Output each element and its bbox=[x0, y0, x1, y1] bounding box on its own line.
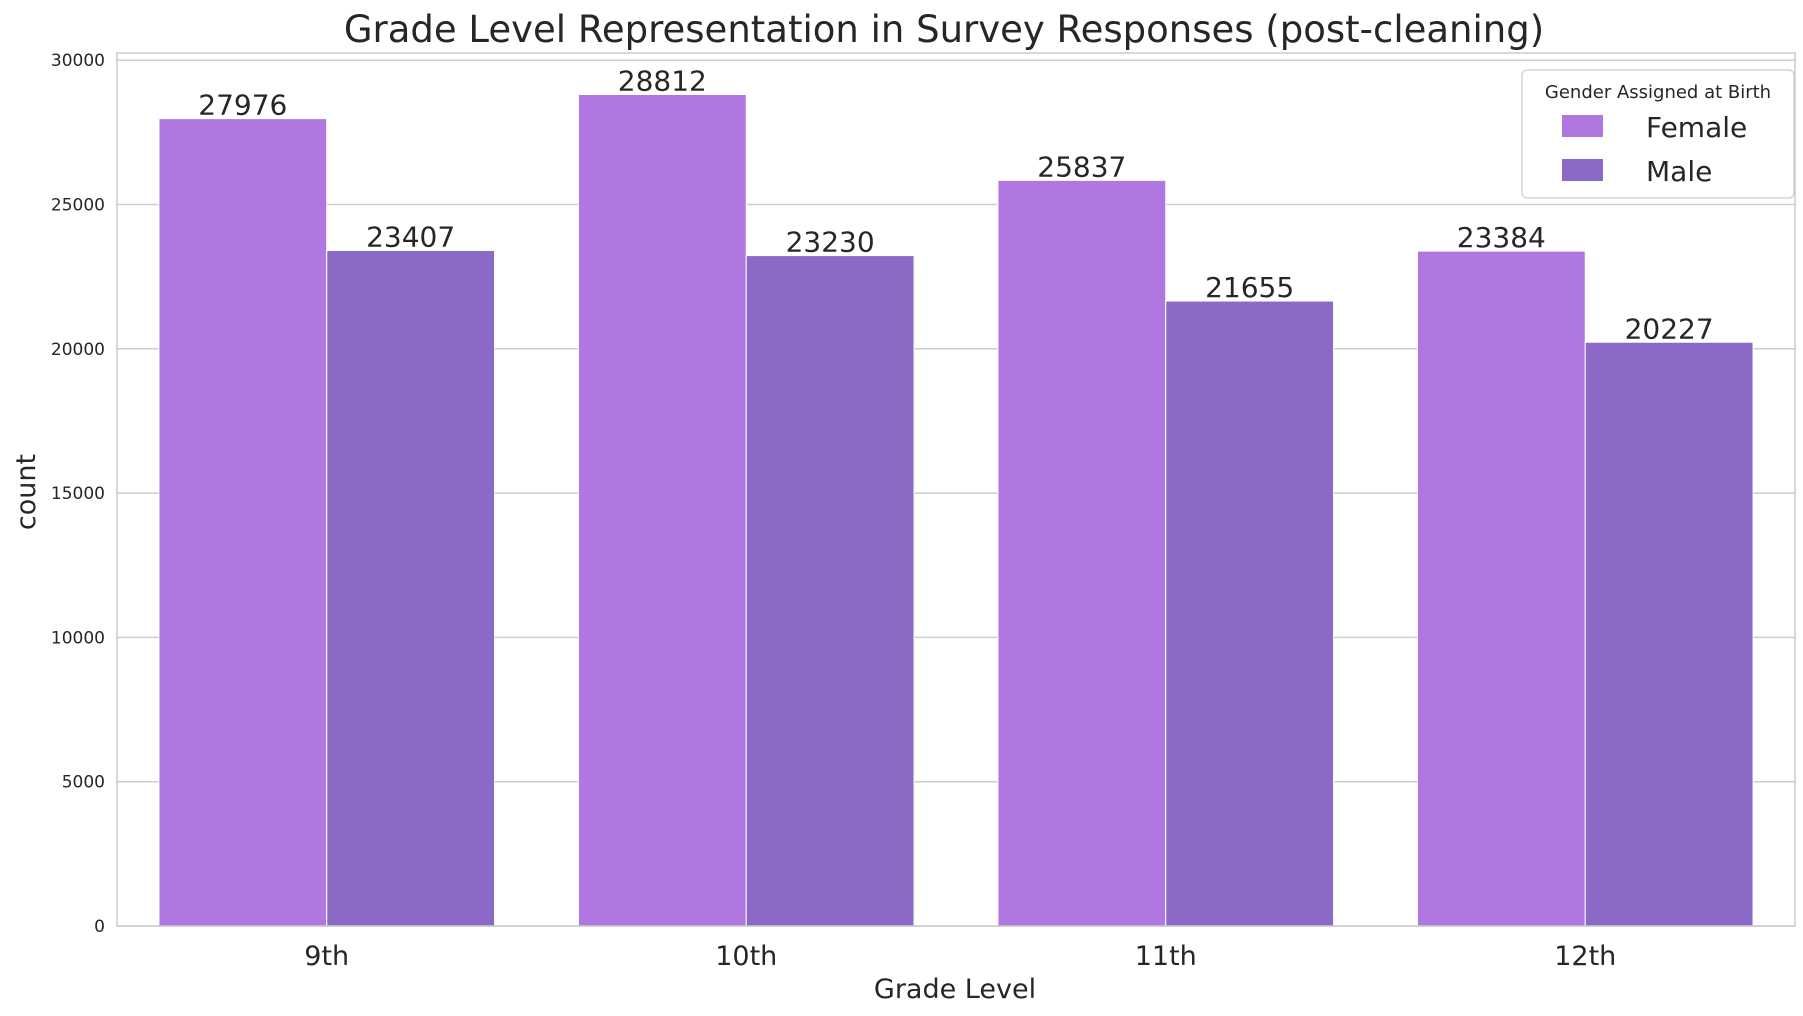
data-label: 21655 bbox=[1205, 271, 1294, 304]
bar-male-10th bbox=[745, 255, 915, 927]
data-label: 27976 bbox=[198, 89, 287, 122]
y-tick-label: 15000 bbox=[51, 484, 105, 504]
bar-female-9th bbox=[158, 118, 328, 927]
x-axis-label: Grade Level bbox=[874, 974, 1036, 1005]
bar-male-12th bbox=[1584, 341, 1754, 927]
legend-label-female: Female bbox=[1646, 111, 1747, 144]
bar-female-10th bbox=[577, 93, 747, 927]
legend-swatch-male bbox=[1562, 159, 1603, 181]
x-tick-label: 12th bbox=[1554, 941, 1616, 972]
x-tick-label: 9th bbox=[304, 941, 349, 972]
chart-title: Grade Level Representation in Survey Res… bbox=[344, 8, 1544, 51]
legend: Gender Assigned at Birth Female Male bbox=[1521, 69, 1795, 199]
legend-swatch-female bbox=[1562, 115, 1603, 137]
legend-title: Gender Assigned at Birth bbox=[1545, 82, 1771, 103]
y-tick-label: 10000 bbox=[51, 628, 105, 648]
data-label: 28812 bbox=[618, 64, 707, 97]
data-labels: 27976 23407 28812 23230 25837 21655 23384 20227 bbox=[198, 64, 1713, 345]
y-axis-label: count bbox=[11, 454, 42, 530]
bar-male-11th bbox=[1165, 300, 1335, 927]
data-label: 20227 bbox=[1625, 312, 1714, 345]
y-tick-label: 25000 bbox=[51, 196, 105, 216]
bar-female-11th bbox=[997, 179, 1167, 927]
data-label: 23230 bbox=[786, 226, 875, 259]
y-tick-label: 0 bbox=[94, 917, 105, 937]
x-axis-ticks: 9th 10th 11th 12th bbox=[304, 941, 1616, 972]
y-tick-label: 30000 bbox=[51, 51, 105, 71]
y-axis-ticks: 0 5000 10000 15000 20000 25000 30000 bbox=[51, 51, 105, 937]
data-label: 25837 bbox=[1037, 150, 1126, 183]
plot-frame bbox=[116, 52, 1796, 927]
y-tick-label: 5000 bbox=[62, 773, 105, 793]
data-label: 23407 bbox=[366, 220, 455, 253]
x-tick-label: 10th bbox=[715, 941, 777, 972]
bar-female-12th bbox=[1416, 250, 1586, 927]
legend-label-male: Male bbox=[1646, 155, 1712, 188]
y-tick-label: 20000 bbox=[51, 340, 105, 360]
x-tick-label: 11th bbox=[1135, 941, 1197, 972]
bar-male-9th bbox=[326, 249, 496, 927]
bars bbox=[158, 93, 1754, 927]
data-label: 23384 bbox=[1457, 221, 1546, 254]
